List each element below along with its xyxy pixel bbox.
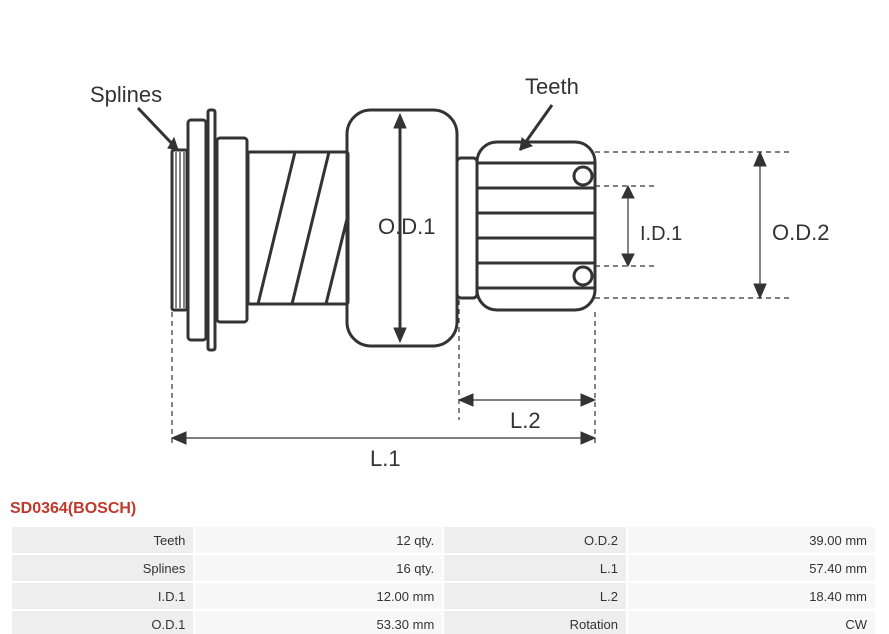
spec-label: L.1	[444, 555, 626, 581]
spec-value: 39.00 mm	[628, 527, 875, 553]
page-root: Splines Teeth O.D.1 I.D.1	[0, 0, 889, 634]
part-title: SD0364(BOSCH)	[10, 500, 136, 518]
table-row: Teeth 12 qty. O.D.2 39.00 mm	[12, 527, 875, 553]
table-row: Splines 16 qty. L.1 57.40 mm	[12, 555, 875, 581]
spec-value: 16 qty.	[195, 555, 442, 581]
label-teeth: Teeth	[525, 74, 579, 99]
spec-value: 57.40 mm	[628, 555, 875, 581]
spec-label: O.D.2	[444, 527, 626, 553]
table-row: O.D.1 53.30 mm Rotation CW	[12, 611, 875, 634]
spec-label: I.D.1	[12, 583, 193, 609]
spec-value: 53.30 mm	[195, 611, 442, 634]
spec-table: Teeth 12 qty. O.D.2 39.00 mm Splines 16 …	[10, 525, 877, 634]
spec-label: L.2	[444, 583, 626, 609]
label-l2: L.2	[510, 408, 541, 433]
label-l1: L.1	[370, 446, 401, 471]
label-splines: Splines	[90, 82, 162, 107]
spec-value: 12.00 mm	[195, 583, 442, 609]
spec-label: O.D.1	[12, 611, 193, 634]
label-id1: I.D.1	[640, 223, 682, 245]
technical-diagram: Splines Teeth O.D.1 I.D.1	[0, 0, 889, 500]
spec-label: Rotation	[444, 611, 626, 634]
label-od1: O.D.1	[378, 214, 435, 239]
spec-value: 18.40 mm	[628, 583, 875, 609]
spec-value: CW	[628, 611, 875, 634]
spec-label: Splines	[12, 555, 193, 581]
table-row: I.D.1 12.00 mm L.2 18.40 mm	[12, 583, 875, 609]
spec-label: Teeth	[12, 527, 193, 553]
part-title-text: SD0364(BOSCH)	[10, 500, 136, 517]
label-od2: O.D.2	[772, 220, 829, 245]
spec-value: 12 qty.	[195, 527, 442, 553]
